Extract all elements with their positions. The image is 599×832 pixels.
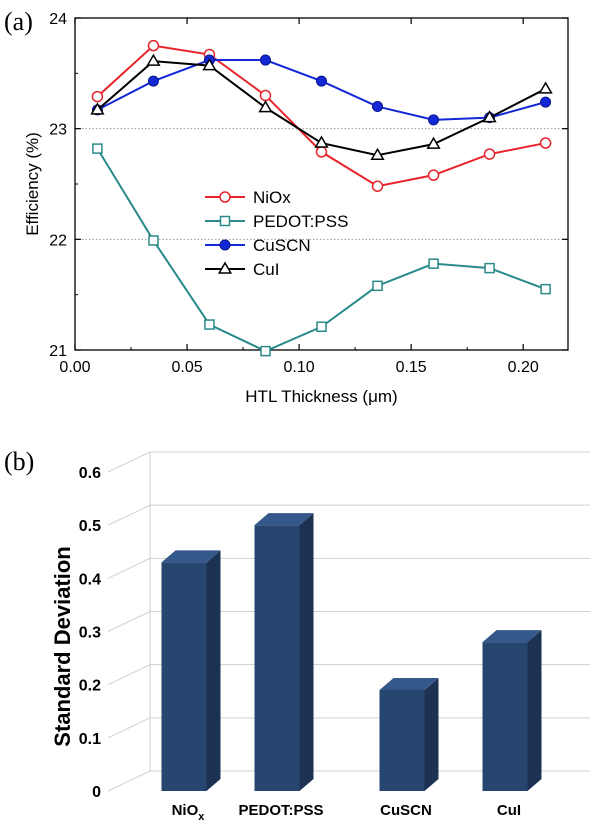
- y-tick-label: 24: [49, 11, 67, 28]
- series-pedot-pss: [92, 143, 551, 357]
- data-point: [258, 100, 273, 113]
- data-point: [484, 262, 495, 274]
- data-point: [538, 81, 553, 94]
- legend-item: CuI: [205, 260, 279, 279]
- data-point: [147, 75, 159, 87]
- bar: [379, 677, 439, 791]
- bar-side: [206, 550, 221, 791]
- bar: [482, 630, 542, 791]
- data-point: [370, 147, 385, 160]
- bar-top: [482, 630, 542, 643]
- series-cuscn: [91, 54, 552, 126]
- data-point: [314, 135, 329, 148]
- y-tick-label: 0.6: [79, 465, 101, 482]
- bar-front: [379, 689, 425, 791]
- data-point: [260, 345, 271, 357]
- bar: [254, 513, 314, 791]
- bar: [161, 550, 221, 791]
- grid-line: [107, 504, 590, 526]
- data-point: [315, 146, 328, 158]
- legend-marker: [219, 239, 231, 251]
- data-point: [540, 283, 551, 295]
- data-point: [204, 319, 215, 330]
- y-tick-label: 0.4: [79, 571, 101, 588]
- legend-item: NiOx: [205, 188, 291, 207]
- series-line: [96, 148, 546, 353]
- data-point: [427, 169, 440, 181]
- y-tick-label: 0.2: [79, 678, 101, 695]
- data-point: [91, 90, 104, 103]
- x-category-label: CuI: [497, 802, 521, 819]
- y-tick-label: 21: [49, 343, 67, 360]
- data-point: [147, 39, 160, 52]
- bar-side: [299, 513, 314, 791]
- data-point: [92, 143, 103, 154]
- data-point: [372, 280, 383, 292]
- y-tick-label: 0.5: [79, 518, 101, 535]
- data-point: [426, 136, 441, 149]
- data-point: [202, 58, 217, 71]
- legend-item: CuSCN: [205, 236, 311, 255]
- data-point: [428, 114, 440, 126]
- legend-marker: [219, 191, 231, 203]
- series-niox: [91, 39, 552, 192]
- data-point: [482, 110, 497, 123]
- x-axis-title: HTL Thickness (μm): [245, 387, 397, 406]
- x-category-label: PEDOT:PSS: [238, 802, 323, 819]
- bar-top: [254, 513, 314, 526]
- data-point: [90, 102, 105, 115]
- data-point: [372, 101, 384, 113]
- legend-label: CuSCN: [253, 236, 311, 255]
- legend-item: PEDOT:PSS: [205, 212, 348, 231]
- bar-front: [482, 642, 528, 791]
- bar-front: [161, 562, 207, 791]
- data-point: [316, 75, 327, 87]
- data-point: [259, 89, 272, 102]
- panel-a-label: (a): [4, 7, 33, 36]
- y-tick-label: 0.1: [79, 731, 101, 748]
- x-tick-label: 0.05: [171, 359, 202, 376]
- x-category-label: NiOx: [172, 802, 206, 823]
- data-point: [483, 148, 496, 160]
- bar-side: [527, 630, 542, 791]
- y-tick-label: 0.3: [79, 625, 101, 642]
- bar-front: [254, 525, 300, 791]
- panel-b-bar-chart: (b) 0 0.1 0.2 0.3 0.4 0.5 0.6 Standard Deviatio…: [4, 447, 590, 823]
- bar-top: [161, 550, 221, 563]
- data-point: [148, 235, 159, 246]
- legend-label: NiOx: [253, 188, 291, 207]
- grid-line: [107, 451, 590, 473]
- data-point: [539, 137, 552, 149]
- legend-label: PEDOT:PSS: [253, 212, 348, 231]
- y-axis-title: Efficiency (%): [23, 132, 42, 236]
- legend-marker: [217, 261, 233, 274]
- plot-frame: [74, 17, 569, 351]
- bar-side: [424, 677, 439, 791]
- data-point: [259, 54, 271, 66]
- series-line: [96, 44, 546, 188]
- legend: NiOx PEDOT:PSS CuSCN CuI: [205, 188, 348, 279]
- x-category-label: CuSCN: [380, 802, 432, 819]
- y-tick-label: 23: [49, 122, 67, 139]
- data-point: [428, 258, 439, 269]
- data-point: [316, 321, 327, 333]
- panel-a-line-chart: (a) 0.00 0.05 0.10 0.15 0.20 21 22 23 24 HTL Thic…: [4, 7, 569, 406]
- series-line: [96, 59, 546, 121]
- y-axis-title: Standard Deviation: [50, 546, 75, 746]
- x-tick-label: 0.10: [284, 359, 315, 376]
- data-point: [540, 96, 552, 108]
- x-tick-label: 0.00: [59, 359, 90, 376]
- series-cui: [90, 53, 553, 160]
- x-tick-label: 0.20: [508, 359, 539, 376]
- panel-b-label: (b): [4, 447, 34, 476]
- legend-marker: [219, 215, 231, 227]
- y-tick-label: 0: [92, 784, 101, 801]
- x-tick-label: 0.15: [396, 359, 427, 376]
- legend-label: CuI: [253, 260, 279, 279]
- data-point: [146, 53, 161, 66]
- y-tick-label: 22: [49, 232, 67, 249]
- bar-top: [379, 677, 439, 690]
- data-point: [371, 180, 384, 192]
